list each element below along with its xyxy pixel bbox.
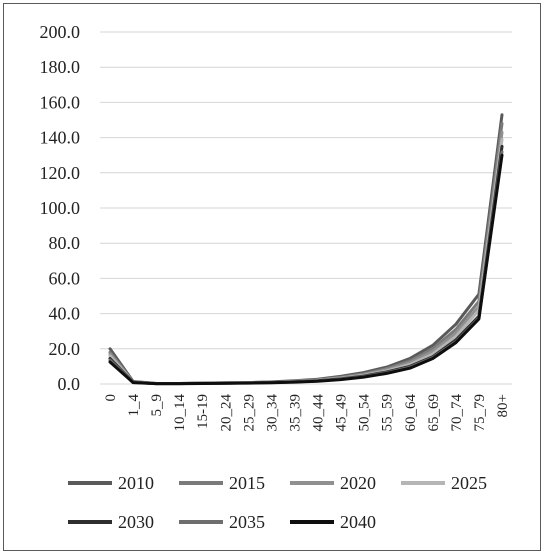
series-line-2040	[108, 153, 504, 386]
y-tick-label: 100.0	[40, 198, 81, 218]
legend-label-2035: 2035	[229, 512, 265, 532]
legend-label-2010: 2010	[118, 473, 154, 493]
legend-label-2040: 2040	[340, 512, 376, 532]
x-tick-label: 20_24	[218, 394, 234, 432]
x-tick-label: 0	[103, 394, 119, 402]
x-tick-label: 70_74	[449, 394, 465, 432]
series-line-2025	[108, 137, 504, 386]
chart-frame	[3, 3, 541, 551]
x-tick-label: 75_79	[472, 394, 488, 432]
x-tick-label: 65_69	[426, 394, 442, 432]
x-axis: 0 1_4 5_9 10_14 15-19 20_24 25_29 30_34 35_39 40_…	[103, 394, 511, 432]
x-tick-label: 25_29	[241, 394, 257, 432]
x-tick-label: 10_14	[172, 394, 188, 432]
x-tick-label: 80+	[495, 394, 511, 417]
legend: 2010 2015 2020 2025 2030 2035 2040	[68, 473, 487, 532]
x-tick-label: 40_44	[311, 394, 327, 432]
y-tick-label: 60.0	[49, 268, 81, 288]
y-tick-label: 120.0	[40, 163, 81, 183]
y-tick-label: 0.0	[58, 374, 81, 394]
x-tick-label: 60_64	[403, 394, 419, 432]
x-tick-label: 1_4	[126, 394, 142, 417]
x-tick-label: 45_49	[334, 394, 350, 432]
y-tick-label: 140.0	[40, 128, 81, 148]
series-line-2030	[108, 144, 504, 386]
y-tick-label: 40.0	[49, 304, 81, 324]
x-tick-label: 30_34	[264, 394, 280, 432]
x-tick-label: 50_54	[357, 394, 373, 432]
legend-label-2025: 2025	[451, 473, 487, 493]
x-tick-label: 15-19	[195, 394, 211, 429]
x-tick-label: 55_59	[380, 394, 396, 432]
legend-label-2015: 2015	[229, 473, 265, 493]
y-tick-label: 200.0	[40, 22, 81, 42]
x-tick-label: 5_9	[149, 394, 165, 417]
series-lines	[108, 113, 504, 386]
x-tick-label: 35_39	[287, 394, 303, 432]
legend-label-2030: 2030	[118, 512, 154, 532]
y-tick-label: 180.0	[40, 57, 81, 77]
legend-label-2020: 2020	[340, 473, 376, 493]
y-tick-label: 20.0	[49, 339, 81, 359]
y-tick-label: 80.0	[49, 233, 81, 253]
y-tick-label: 160.0	[40, 92, 81, 112]
y-axis: 0.0 20.0 40.0 60.0 80.0 100.0 120.0 140.0 160.0 1…	[40, 22, 81, 394]
